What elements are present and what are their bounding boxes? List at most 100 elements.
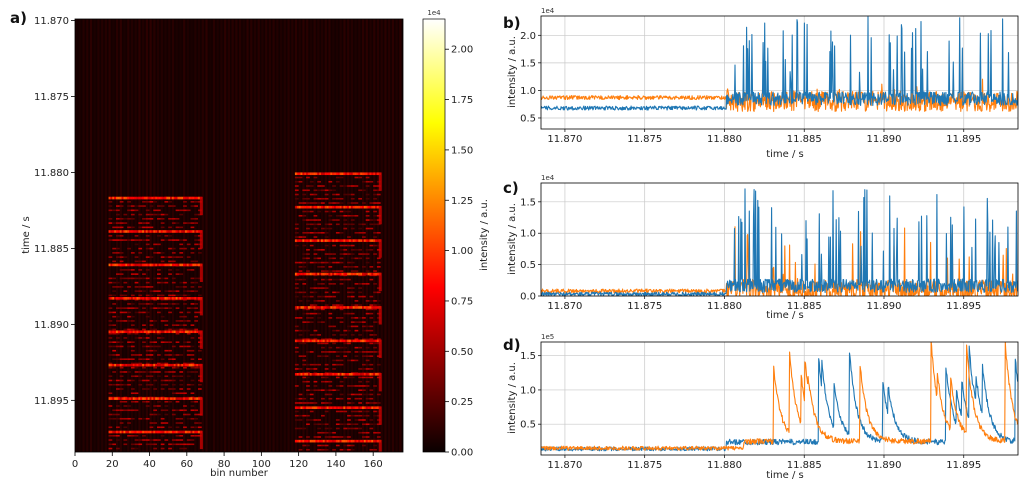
heatmap-cell bbox=[130, 213, 135, 216]
heatmap-cell bbox=[343, 444, 348, 447]
heatmap-stripe bbox=[173, 196, 176, 200]
heatmap-stripe bbox=[332, 339, 335, 343]
heatmap-stripe bbox=[347, 172, 350, 176]
heatmap-cell bbox=[376, 244, 381, 247]
heatmap-cell bbox=[332, 329, 336, 332]
heatmap-cell bbox=[339, 274, 344, 277]
heatmap-stripe bbox=[369, 439, 372, 443]
heatmap-cell bbox=[183, 222, 187, 224]
heatmap-cell bbox=[112, 413, 116, 416]
heatmap-cell bbox=[358, 431, 362, 434]
heatmap-cell bbox=[175, 307, 180, 309]
heatmap-cell bbox=[335, 363, 340, 366]
heatmap-cell bbox=[179, 239, 184, 241]
heatmap-stripe bbox=[119, 297, 122, 300]
heatmap-cell bbox=[373, 308, 377, 311]
heatmap-cell bbox=[321, 414, 325, 417]
heatmap-stripe bbox=[175, 196, 178, 200]
heatmap-cell bbox=[168, 358, 172, 361]
heatmap-cell bbox=[373, 232, 377, 234]
heatmap-cell bbox=[332, 342, 336, 345]
heatmap-cell bbox=[294, 236, 299, 238]
heatmap-cell bbox=[358, 414, 362, 417]
heatmap-stripe bbox=[306, 272, 309, 276]
heatmap-cell bbox=[179, 298, 184, 301]
heatmap-stripe bbox=[367, 239, 370, 242]
heatmap-cell bbox=[358, 257, 362, 260]
heatmap-cell bbox=[142, 417, 146, 420]
heatmap-cell bbox=[294, 317, 299, 319]
heatmap-cell bbox=[145, 388, 150, 390]
heatmap-stripe bbox=[367, 306, 370, 309]
heatmap-cell bbox=[168, 298, 172, 301]
panel-b-y-tick-label: 0.5 bbox=[520, 113, 536, 124]
heatmap-stripe bbox=[341, 205, 344, 209]
heatmap-cell bbox=[123, 269, 128, 271]
heatmap-cell bbox=[168, 388, 172, 390]
heatmap-cell bbox=[157, 303, 161, 305]
heatmap-cell bbox=[142, 388, 146, 390]
heatmap-stripe bbox=[177, 363, 180, 367]
heatmap-cell bbox=[306, 321, 310, 323]
heatmap-stripe-edge bbox=[199, 263, 203, 282]
heatmap-cell bbox=[332, 334, 336, 336]
panel-c-y-tick-label: 1.0 bbox=[520, 229, 536, 240]
panel-b-multiplier: 1e4 bbox=[541, 7, 555, 15]
heatmap-cell bbox=[149, 201, 154, 203]
heatmap-stripe bbox=[376, 239, 379, 242]
heatmap-cell bbox=[145, 256, 150, 258]
heatmap-stripe-edge bbox=[199, 330, 203, 349]
heatmap-cell bbox=[194, 222, 198, 224]
heatmap-cell bbox=[168, 269, 172, 271]
heatmap-stripe bbox=[194, 297, 197, 300]
heatmap-cell bbox=[339, 346, 344, 349]
heatmap-stripe bbox=[373, 372, 376, 376]
heatmap-cell bbox=[324, 210, 329, 213]
heatmap-cell bbox=[369, 363, 374, 366]
heatmap-cell bbox=[179, 281, 184, 284]
heatmap-cell bbox=[190, 328, 195, 331]
heatmap-stripe bbox=[110, 297, 113, 300]
heatmap-cell bbox=[332, 189, 336, 192]
heatmap-cell bbox=[313, 402, 318, 404]
heatmap-cell bbox=[108, 218, 113, 220]
heatmap-stripe bbox=[324, 406, 327, 410]
heatmap-cell bbox=[306, 253, 310, 255]
heatmap-stripe bbox=[334, 306, 337, 309]
heatmap-stripe bbox=[129, 297, 132, 300]
heatmap-cell bbox=[350, 261, 355, 264]
heatmap-stripe bbox=[347, 306, 350, 309]
heatmap-cell bbox=[332, 197, 336, 200]
panel-c-x-tick-label: 11.880 bbox=[707, 301, 742, 312]
heatmap-cell bbox=[194, 426, 198, 429]
heatmap-cell bbox=[194, 235, 198, 237]
heatmap-stripe bbox=[162, 397, 165, 400]
heatmap-stripe bbox=[166, 330, 169, 334]
heatmap-stripe bbox=[343, 239, 346, 242]
heatmap-stripe bbox=[307, 339, 311, 343]
colorbar-tick-label: 1.50 bbox=[451, 145, 473, 156]
heatmap-cell bbox=[328, 180, 333, 183]
heatmap-stripe bbox=[177, 330, 180, 334]
heatmap-stripe bbox=[322, 439, 325, 443]
heatmap-cell bbox=[171, 298, 176, 301]
heatmap-cell bbox=[369, 180, 374, 183]
heatmap-cell bbox=[127, 341, 131, 343]
heatmap-cell bbox=[358, 295, 362, 298]
heatmap-cell bbox=[183, 201, 187, 203]
heatmap-cell bbox=[369, 202, 374, 204]
heatmap-stripe bbox=[298, 239, 301, 242]
heatmap-cell bbox=[108, 405, 113, 407]
heatmap-cell bbox=[108, 362, 113, 365]
heatmap-cell bbox=[190, 349, 195, 352]
heatmap-cell bbox=[339, 359, 344, 362]
heatmap-stripe bbox=[345, 406, 348, 410]
heatmap-cell bbox=[171, 328, 176, 331]
colorbar-tick-label: 1.75 bbox=[451, 95, 473, 106]
heatmap-cell bbox=[350, 312, 355, 315]
panel-c-series bbox=[541, 188, 1018, 296]
heatmap-stripe-edge bbox=[199, 397, 203, 416]
heatmap-cell bbox=[142, 328, 146, 331]
heatmap-cell bbox=[306, 419, 310, 421]
heatmap-stripe bbox=[313, 172, 316, 176]
